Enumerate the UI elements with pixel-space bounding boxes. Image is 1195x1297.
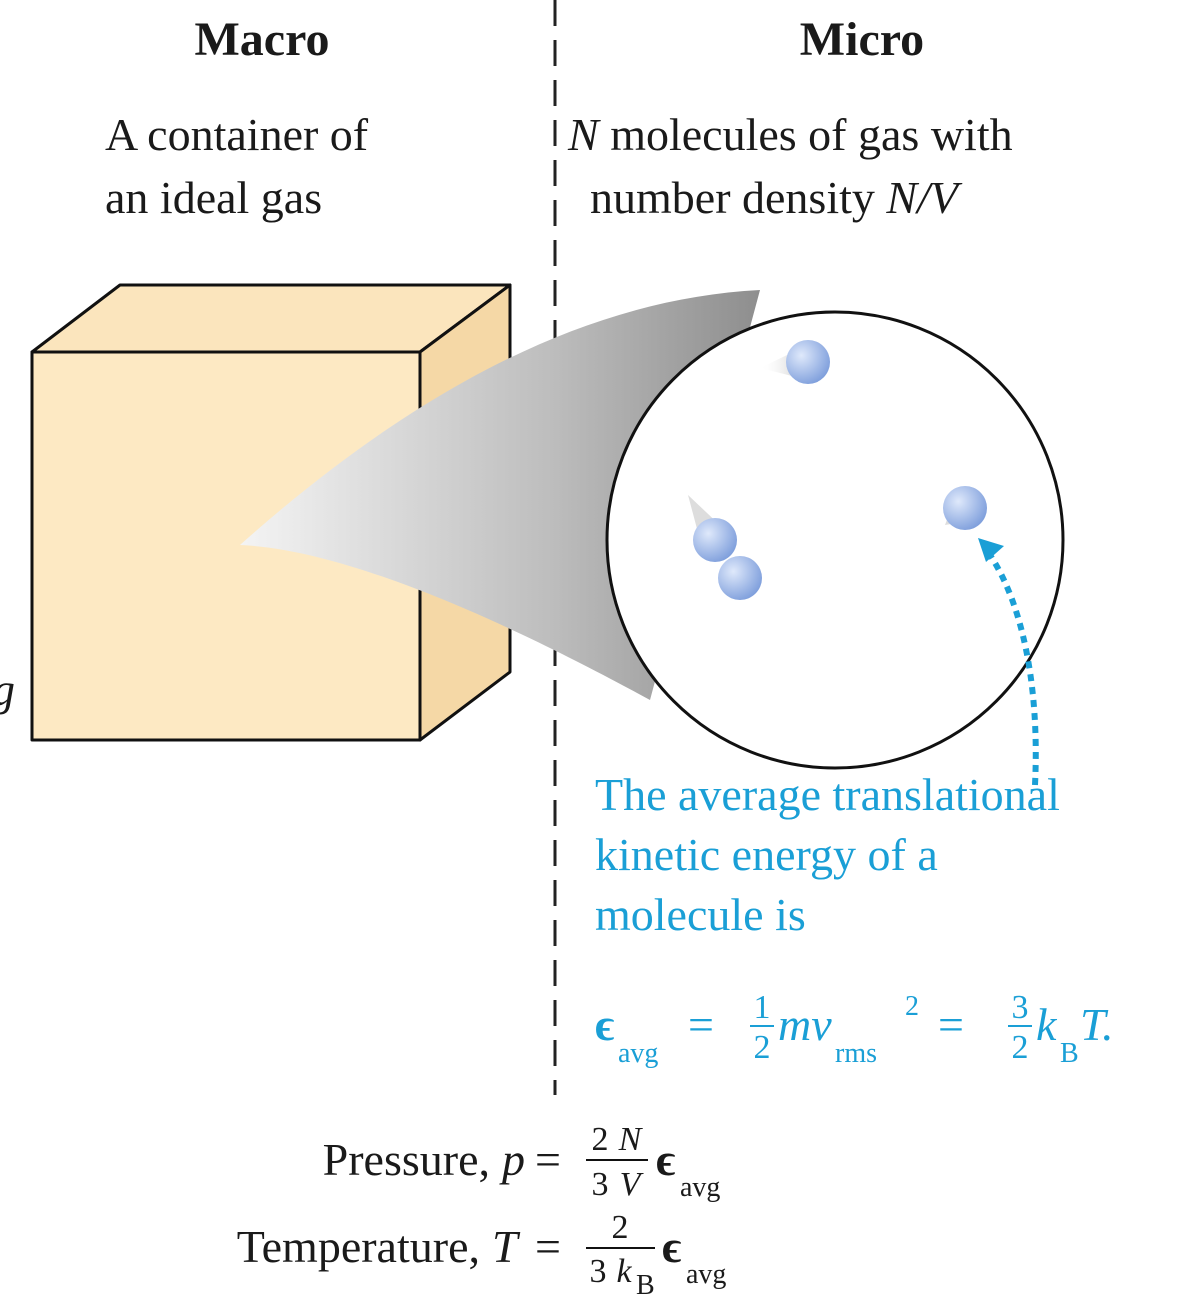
- molecule: [943, 486, 987, 530]
- subscript: rms: [835, 1038, 877, 1069]
- micro-heading: Micro: [800, 13, 924, 66]
- pressure-formula: Pressure, p = 2 3 N V ϵ avg: [323, 1121, 721, 1203]
- subscript: avg: [686, 1259, 726, 1290]
- text: molecules of gas with: [610, 109, 1012, 160]
- callout-equation: ϵ avg = 1 2 mv rms 2 = 3 2 k B T.: [595, 989, 1114, 1069]
- micro-description: N molecules of gas with: [567, 109, 1013, 160]
- molecule: [693, 518, 737, 562]
- numerator: 2: [592, 1121, 609, 1158]
- subscript: B: [636, 1270, 655, 1297]
- symbol: k: [1036, 999, 1058, 1050]
- superscript: 2: [905, 991, 919, 1022]
- numerator: 1: [754, 989, 771, 1026]
- symbol: N/V: [885, 172, 962, 223]
- symbol: k: [616, 1253, 632, 1290]
- symbol: mv: [778, 999, 832, 1050]
- operator: =: [535, 1134, 561, 1185]
- symbol: p: [499, 1134, 525, 1185]
- micro-description: number density N/V: [590, 172, 963, 223]
- numerator: N: [618, 1121, 644, 1158]
- macro-description: an ideal gas: [105, 172, 322, 223]
- symbol: N: [567, 109, 601, 160]
- denominator: 3: [592, 1166, 609, 1203]
- molecule: [718, 556, 762, 600]
- figure: Macro Micro A container of an ideal gas …: [0, 0, 1195, 1297]
- denominator: V: [620, 1166, 645, 1203]
- numerator: 3: [1012, 989, 1029, 1026]
- subscript: avg: [618, 1038, 658, 1069]
- numerator: 2: [612, 1209, 629, 1246]
- macro-heading: Macro: [194, 13, 329, 66]
- label: Pressure,: [323, 1134, 490, 1185]
- callout-line: The average translational: [595, 769, 1060, 820]
- text: number density: [590, 172, 875, 223]
- margin-fragment: g: [0, 664, 15, 715]
- denominator: 2: [754, 1029, 771, 1066]
- temperature-formula: Temperature, T = 2 3 k B ϵ avg: [237, 1209, 727, 1297]
- symbol: ϵ: [662, 1221, 681, 1272]
- magnified-view: [607, 312, 1063, 768]
- symbol: ϵ: [656, 1134, 675, 1185]
- subscript: B: [1060, 1038, 1079, 1069]
- callout-line: kinetic energy of a: [595, 829, 938, 880]
- operator: =: [535, 1221, 561, 1272]
- macro-description: A container of: [105, 109, 369, 160]
- operator: =: [938, 999, 964, 1050]
- label: Temperature,: [237, 1221, 480, 1272]
- symbol: ϵ: [595, 999, 614, 1050]
- denominator: 3: [590, 1253, 607, 1290]
- symbol: T.: [1080, 999, 1114, 1050]
- denominator: 2: [1012, 1029, 1029, 1066]
- subscript: avg: [680, 1172, 720, 1203]
- molecule: [786, 340, 830, 384]
- operator: =: [688, 999, 714, 1050]
- callout-line: molecule is: [595, 889, 806, 940]
- symbol: T: [492, 1221, 521, 1272]
